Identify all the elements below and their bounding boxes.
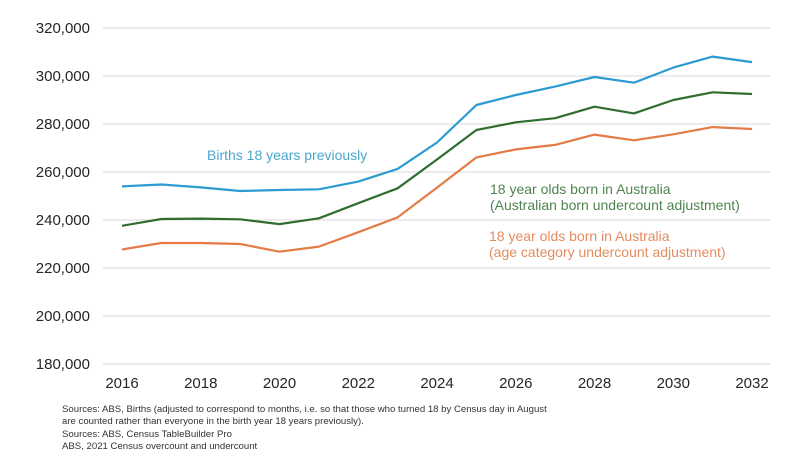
source-note-line: ABS, 2021 Census overcount and undercoun… [62,441,258,453]
y-tick-label: 240,000 [36,212,90,229]
x-tick-label: 2016 [105,375,138,392]
x-tick-label: 2020 [263,375,296,392]
y-tick-label: 220,000 [36,260,90,277]
series-label-line: (age category undercount adjustment) [489,244,726,260]
age-category-undercount-adjustment-line [121,125,753,253]
line-chart: 180,000 200,000 220,000 240,000 260,000 280,0… [36,20,771,392]
gridlines [103,27,771,365]
series-label-line: 18 year olds born in Australia [490,181,671,197]
source-note-line: are counted rather than everyone in the … [62,416,364,428]
x-tick-label: 2030 [657,375,690,392]
series-lines [121,55,753,253]
y-tick-label: 280,000 [36,116,90,133]
australian-born-series-label: 18 year olds born in Australia (Australia… [490,181,740,213]
x-tick-label: 2032 [735,375,768,392]
series-label-line: Births 18 years previously [207,147,367,163]
y-tick-label: 200,000 [36,308,90,325]
source-note-line: Sources: ABS, Census TableBuilder Pro [62,428,232,440]
y-tick-label: 300,000 [36,68,90,85]
series-label-line: (Australian born undercount adjustment) [490,197,740,213]
series-label-line: 18 year olds born in Australia [489,228,670,244]
x-tick-label: 2022 [342,375,375,392]
y-tick-label: 260,000 [36,164,90,181]
x-tick-label: 2028 [578,375,611,392]
x-tick-label: 2018 [184,375,217,392]
age-category-series-label: 18 year olds born in Australia (age categ… [489,228,726,260]
australian-born-undercount-adjustment-line [121,91,753,227]
y-tick-label: 320,000 [36,20,90,37]
source-notes: Sources: ABS, Births (adjusted to corres… [62,404,547,454]
x-tick-label: 2026 [499,375,532,392]
series-labels: Births 18 years previously 18 year olds b… [207,147,740,260]
births-series-label: Births 18 years previously [207,147,367,163]
x-tick-label: 2024 [420,375,453,392]
source-note-line: Sources: ABS, Births (adjusted to corres… [62,404,547,415]
y-tick-label: 180,000 [36,356,90,373]
births-18-years-previously-line [121,55,753,193]
x-axis-tick-labels: 2016 2018 2020 2022 2024 2026 2028 2030 2032 [105,375,768,392]
y-axis-tick-labels: 180,000 200,000 220,000 240,000 260,000 280,0… [36,20,90,373]
